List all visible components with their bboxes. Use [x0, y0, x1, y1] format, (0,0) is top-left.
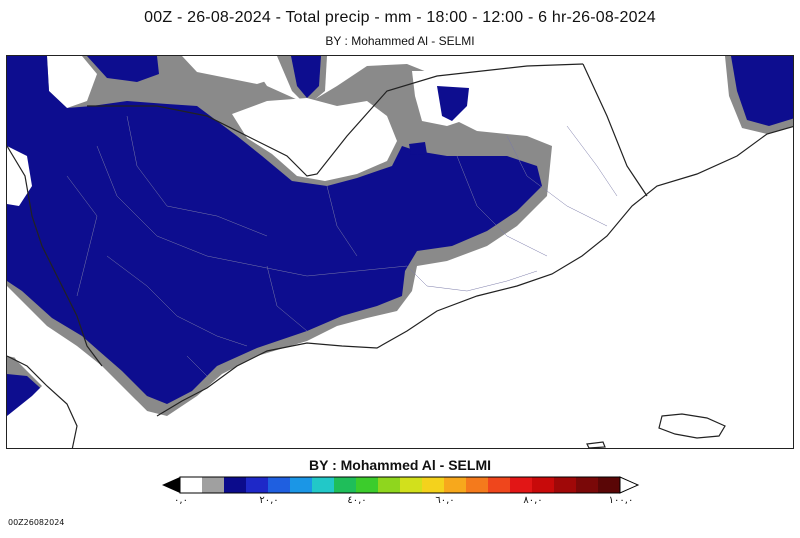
- colorbar-segment: [312, 477, 335, 493]
- footer-code: 00Z26082024: [8, 518, 65, 527]
- tick-label: ١٠٠,٠: [608, 495, 634, 506]
- colorbar-segment: [378, 477, 401, 493]
- colorbar-segment: [598, 477, 621, 493]
- colorbar-segment: [576, 477, 599, 493]
- colorbar-segment: [180, 477, 203, 493]
- colorbar-segment: [400, 477, 423, 493]
- coastline-south: [156, 125, 793, 417]
- colorbar-ticks: ٠,٠ ٢٠,٠ ٤٠,٠ ٦٠,٠ ٨٠,٠ ١٠٠,٠: [0, 495, 800, 509]
- colorbar-svg: [162, 476, 640, 494]
- africa-coast: [7, 355, 78, 448]
- colorbar-segment: [422, 477, 445, 493]
- border-saudi: [87, 63, 584, 177]
- legend-title: BY : Mohammed Al - SELMI: [308, 457, 491, 473]
- colorbar-segment: [290, 477, 313, 493]
- colorbar-segment: [532, 477, 555, 493]
- heavy-topcenter: [291, 56, 321, 98]
- colorbar-segment: [510, 477, 533, 493]
- colorbar-right-arrow: [619, 476, 640, 494]
- island-small1: [586, 441, 606, 448]
- gulf-aden: [7, 346, 157, 448]
- admin-lines: [66, 115, 618, 377]
- map-title: 00Z - 26-08-2024 - Total precip - mm - 1…: [144, 9, 656, 26]
- colorbar-segment: [356, 477, 379, 493]
- heavy-topleft: [87, 56, 159, 82]
- colorbar-segment: [334, 477, 357, 493]
- tick-label: ٤٠,٠: [347, 495, 367, 506]
- tick-label: ٢٠,٠: [259, 495, 279, 506]
- colorbar-left-arrow: [162, 477, 180, 493]
- colorbar-segment: [268, 477, 291, 493]
- coast-redsea: [7, 145, 103, 367]
- tick-label: ٠,٠: [174, 495, 188, 506]
- precip-map: [6, 55, 794, 449]
- clear-topmid: [182, 56, 282, 84]
- colorbar-segment: [444, 477, 467, 493]
- colorbar-segment: [488, 477, 511, 493]
- colorbar-segment: [466, 477, 489, 493]
- map-subtitle: BY : Mohammed Al - SELMI: [325, 34, 475, 48]
- colorbar-segment: [224, 477, 247, 493]
- map-canvas: [7, 56, 793, 448]
- tick-label: ٨٠,٠: [523, 495, 543, 506]
- coastline-layer: [7, 63, 793, 448]
- colorbar-segment: [554, 477, 577, 493]
- heavy-smallspot: [409, 142, 427, 155]
- coast-white: [7, 146, 157, 448]
- clear-center: [232, 98, 397, 181]
- clear-topleft: [47, 56, 97, 108]
- heavy-northblob: [437, 86, 469, 121]
- colorbar-segment: [202, 477, 225, 493]
- tick-label: ٦٠,٠: [435, 495, 455, 506]
- heavy-main: [7, 56, 542, 404]
- coast-strip: [7, 146, 32, 206]
- island-socotra: [658, 413, 726, 439]
- heavy-topright: [731, 56, 793, 126]
- border-oman: [582, 63, 648, 197]
- colorbar: [160, 475, 640, 495]
- colorbar-segment: [246, 477, 269, 493]
